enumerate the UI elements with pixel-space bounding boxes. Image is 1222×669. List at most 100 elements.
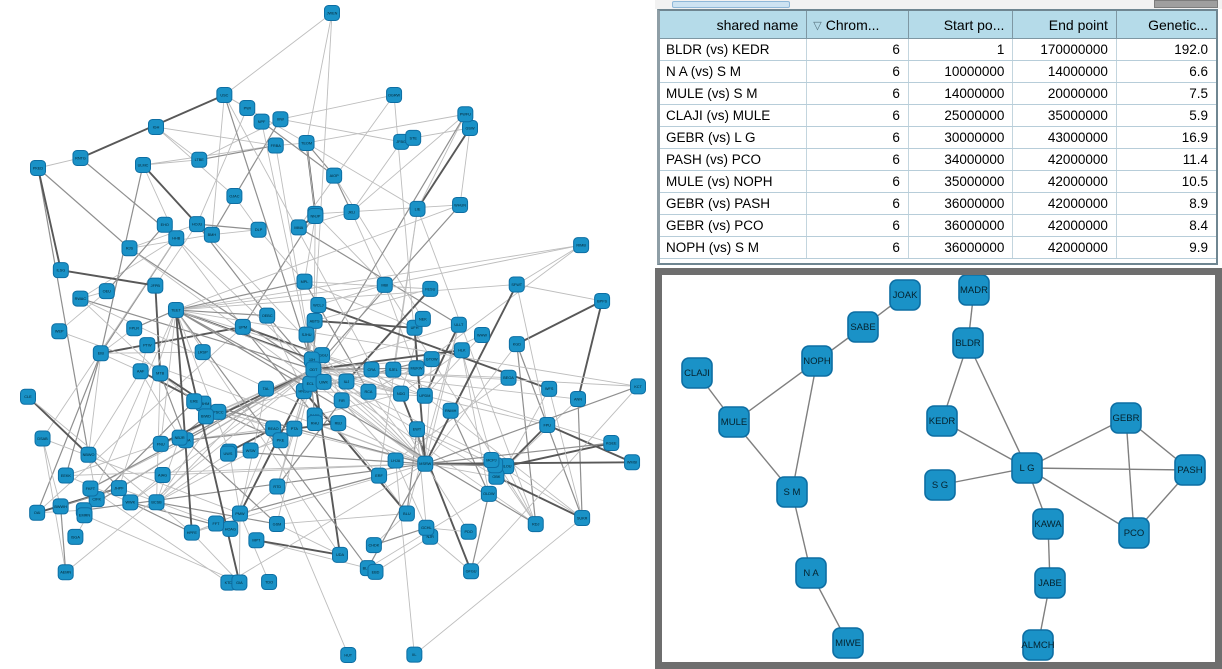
table-row[interactable]: CLAJI (vs) MULE 6 25000000 35000000 5.9	[660, 104, 1216, 127]
graph-edge[interactable]	[424, 334, 483, 397]
graph-node[interactable]: SJHU	[298, 326, 315, 343]
filter-icon[interactable]: ▽	[813, 19, 822, 32]
graph-node[interactable]: GFGU	[463, 563, 480, 580]
graph-edge[interactable]	[312, 113, 466, 370]
value-cell[interactable]: 35000000	[908, 170, 1014, 193]
graph-edge[interactable]	[304, 281, 431, 290]
graph-edge[interactable]	[228, 451, 241, 514]
value-cell[interactable]: 7.5	[1116, 82, 1216, 105]
graph-edge[interactable]	[230, 486, 278, 530]
graph-edge[interactable]	[313, 324, 460, 370]
graph-edge[interactable]	[306, 142, 316, 217]
graph-node[interactable]: ULLT	[450, 316, 467, 333]
value-cell[interactable]: 34000000	[908, 148, 1014, 171]
graph-edge[interactable]	[37, 167, 130, 249]
graph-node[interactable]: S M	[776, 476, 808, 508]
graph-edge[interactable]	[175, 309, 402, 394]
graph-edge[interactable]	[175, 284, 517, 311]
graph-node[interactable]: PTA	[286, 420, 303, 437]
graph-node[interactable]: KGD	[508, 336, 525, 353]
graph-node[interactable]: RNTG	[72, 149, 89, 166]
graph-node[interactable]: MMA	[290, 219, 307, 236]
graph-edge[interactable]	[516, 284, 548, 426]
graph-node[interactable]: HLK	[453, 342, 470, 359]
graph-node[interactable]: JFPB	[147, 277, 164, 294]
graph-edge[interactable]	[417, 114, 466, 210]
graph-edge[interactable]	[306, 142, 418, 210]
graph-edge[interactable]	[395, 377, 509, 461]
graph-edge[interactable]	[1125, 417, 1135, 534]
graph-node[interactable]: ERE	[186, 393, 203, 410]
graph-edge[interactable]	[58, 290, 108, 332]
column-header-start-po-[interactable]: Start po...	[908, 11, 1014, 39]
edge-name-cell[interactable]: PASH (vs) PCO	[660, 148, 808, 171]
graph-node[interactable]: MTB	[152, 365, 169, 382]
graph-node[interactable]: NOPH	[801, 345, 833, 377]
graph-edge[interactable]	[425, 461, 633, 465]
graph-node[interactable]: EIB	[92, 345, 109, 362]
value-cell[interactable]: 6	[806, 82, 909, 105]
graph-node[interactable]: HPFE	[183, 524, 200, 541]
graph-edge[interactable]	[450, 410, 490, 495]
edge-name-cell[interactable]: CLAJI (vs) MULE	[660, 104, 808, 127]
graph-edge[interactable]	[196, 223, 259, 231]
graph-node[interactable]: WHUN	[452, 196, 469, 213]
graph-node[interactable]: UDA	[332, 546, 349, 563]
graph-node[interactable]: NDG	[393, 385, 410, 402]
graph-node[interactable]: REAO	[265, 420, 282, 437]
graph-node[interactable]: PDO	[460, 523, 477, 540]
graph-edge[interactable]	[100, 164, 144, 354]
graph-edge[interactable]	[199, 144, 276, 161]
value-cell[interactable]: 1	[908, 38, 1014, 61]
graph-node[interactable]: MADR	[958, 274, 990, 306]
graph-node[interactable]: JWEN	[324, 5, 340, 21]
graph-node[interactable]: PWI	[239, 100, 256, 117]
graph-node[interactable]: HOAG	[222, 520, 239, 537]
graph-edge[interactable]	[416, 244, 582, 369]
graph-node[interactable]: ANN	[570, 391, 587, 408]
graph-edge[interactable]	[196, 107, 248, 225]
graph-edge[interactable]	[223, 94, 315, 370]
graph-edge[interactable]	[384, 244, 582, 286]
graph-edge[interactable]	[27, 396, 193, 533]
value-cell[interactable]: 14000000	[1012, 60, 1117, 83]
graph-edge[interactable]	[413, 127, 471, 139]
graph-node[interactable]: OEBC	[259, 307, 276, 324]
graph-edge[interactable]	[65, 369, 314, 573]
graph-node[interactable]: PKED	[30, 160, 46, 176]
graph-edge[interactable]	[100, 325, 244, 355]
graph-edge[interactable]	[156, 428, 295, 503]
graph-node[interactable]: WSW	[242, 442, 259, 459]
graph-edge[interactable]	[548, 388, 583, 519]
graph-node[interactable]: BLU	[398, 505, 415, 522]
graph-node[interactable]: PWFU	[457, 106, 474, 123]
graph-edge[interactable]	[298, 211, 352, 228]
graph-node[interactable]: ABTS	[306, 312, 323, 329]
graph-edge[interactable]	[306, 113, 466, 144]
graph-node[interactable]: MULE	[718, 406, 750, 438]
graph-edge[interactable]	[196, 223, 426, 465]
table-row[interactable]: MULE (vs) NOPH 6 35000000 42000000 10.5	[660, 170, 1216, 193]
main-network-canvas[interactable]: JWEN IGH PKED ULMC GSW EIB LIE HHB NBWO ERF UPM OAI…	[0, 0, 655, 669]
graph-edge[interactable]	[425, 385, 639, 465]
graph-node[interactable]: S G	[924, 469, 956, 501]
value-cell[interactable]: 42000000	[1012, 148, 1117, 171]
graph-edge[interactable]	[160, 309, 177, 444]
graph-node[interactable]: DLP	[250, 221, 267, 238]
value-cell[interactable]: 16.9	[1116, 126, 1216, 149]
graph-edge[interactable]	[516, 284, 603, 302]
graph-node[interactable]: FFT	[208, 515, 225, 532]
graph-edge[interactable]	[175, 309, 639, 387]
graph-edge[interactable]	[276, 486, 349, 656]
graph-edge[interactable]	[84, 309, 177, 516]
column-header-end-point[interactable]: End point	[1012, 11, 1117, 39]
graph-node[interactable]: FESU	[422, 280, 439, 297]
graph-edge[interactable]	[130, 501, 193, 534]
value-cell[interactable]: 42000000	[1012, 236, 1117, 259]
graph-edge[interactable]	[175, 237, 314, 370]
graph-node[interactable]: MPT	[248, 532, 265, 549]
table-horizontal-scrollbar[interactable]	[655, 0, 1222, 9]
graph-edge[interactable]	[375, 536, 431, 573]
graph-edge[interactable]	[414, 517, 583, 656]
graph-node[interactable]: BMH	[203, 226, 220, 243]
